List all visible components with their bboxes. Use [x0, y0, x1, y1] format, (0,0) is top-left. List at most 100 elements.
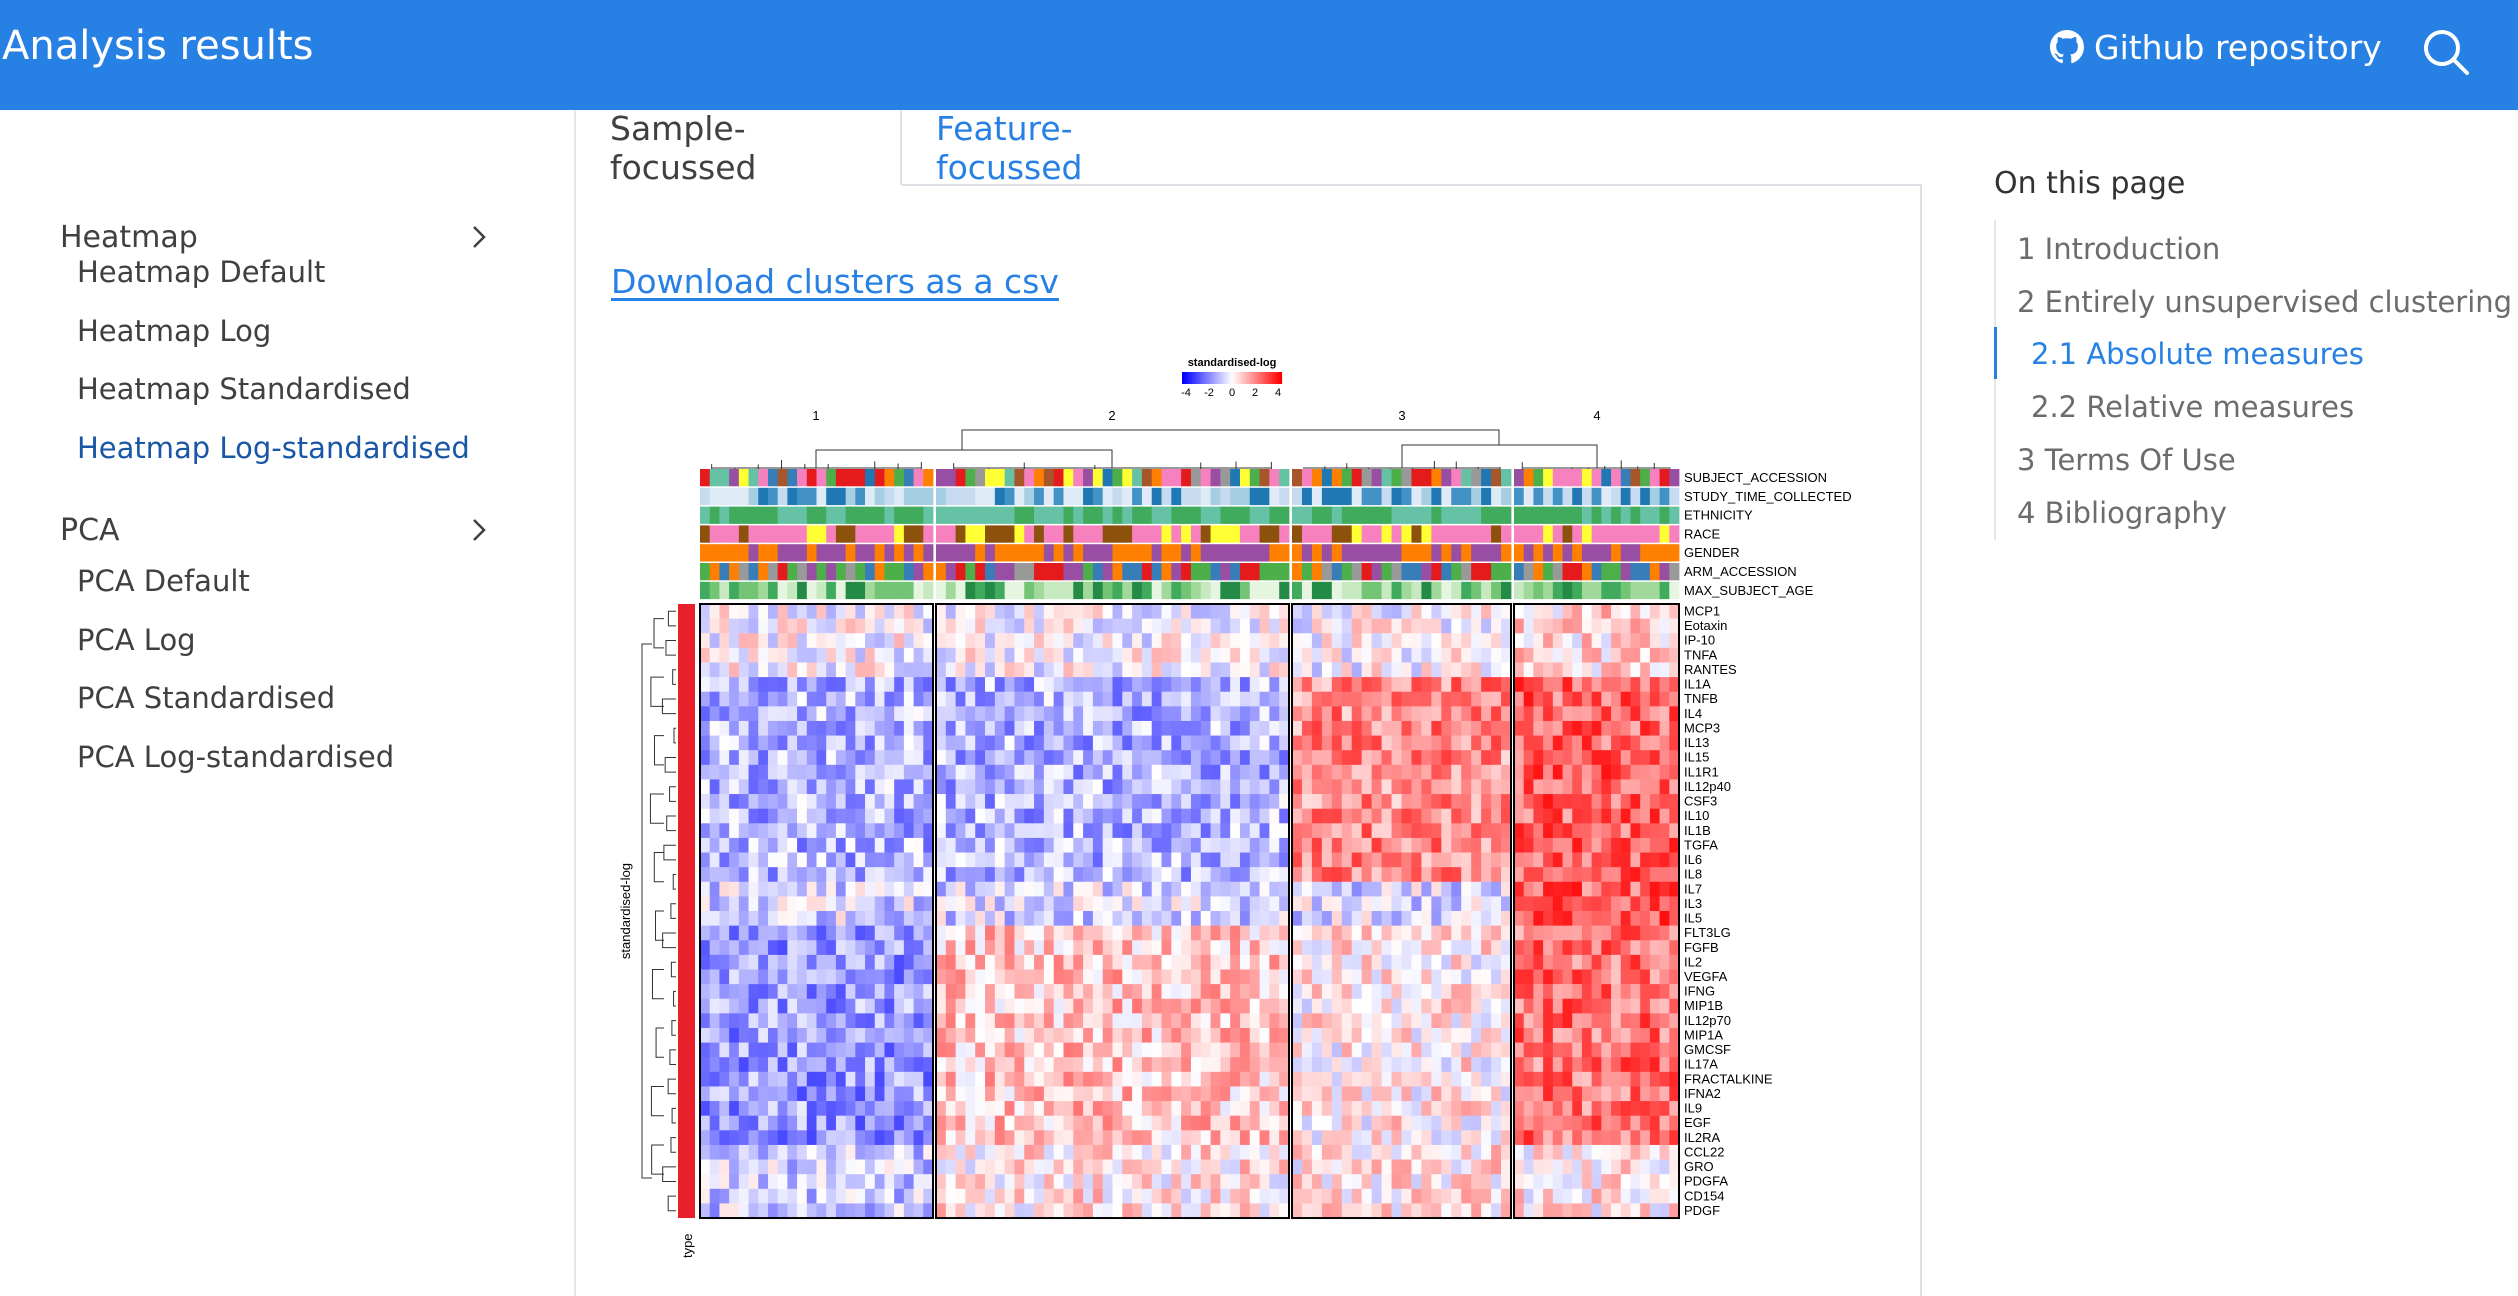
annotation-cell [1014, 469, 1025, 487]
heatmap-cell [835, 779, 847, 795]
heatmap-cell [1461, 764, 1472, 780]
heatmap-cell [1572, 911, 1583, 926]
heatmap-cell [1669, 808, 1680, 824]
heatmap-cell [1063, 662, 1074, 678]
heatmap-cell [738, 1203, 749, 1219]
sidebar-item-pca-default[interactable]: PCA Default [77, 564, 250, 598]
heatmap-cell [1063, 1130, 1074, 1146]
heatmap-cell [894, 750, 905, 766]
sidebar-section-heatmap[interactable]: Heatmap [60, 212, 490, 262]
heatmap-cell [1024, 633, 1035, 649]
heatmap-cell [1361, 720, 1373, 736]
tab-sample-focussed[interactable]: Sample-focussed [576, 109, 902, 187]
heatmap-cell [1431, 633, 1442, 649]
heatmap-cell [1649, 1159, 1660, 1175]
heatmap-cell [1239, 925, 1251, 941]
heatmap-cell [1043, 1027, 1055, 1043]
heatmap-cell [1200, 1042, 1211, 1058]
heatmap-cell [1161, 867, 1172, 883]
heatmap-cell [738, 604, 749, 619]
heatmap-cell [1411, 984, 1422, 1000]
heatmap-cell [845, 1071, 856, 1087]
heatmap-cell [874, 1071, 885, 1087]
heatmap-cell [1441, 677, 1452, 693]
heatmap-cell [1371, 1130, 1382, 1146]
heatmap-cell [855, 1101, 866, 1116]
heatmap-cell [1301, 764, 1313, 780]
heatmap-cell [1014, 1101, 1025, 1116]
heatmap-cell [1630, 1130, 1641, 1146]
heatmap-cell [945, 750, 957, 766]
heatmap-cell [1321, 1115, 1333, 1131]
heatmap-cell [719, 881, 730, 897]
heatmap-cell [894, 633, 905, 649]
annotation-cell [709, 581, 720, 600]
heatmap-cell [1601, 735, 1612, 751]
annotation-cell [835, 544, 847, 562]
heatmap-cell [1649, 1042, 1660, 1058]
heatmap-cell [1451, 677, 1462, 693]
heatmap-cell [738, 1071, 749, 1087]
heatmap-cell [1533, 1071, 1544, 1087]
heatmap-cell [1122, 1042, 1133, 1058]
heatmap-cell [767, 764, 779, 780]
heatmap-cell [1431, 1013, 1442, 1029]
heatmap-cell [1441, 662, 1452, 678]
sidebar-item-heatmap-standardised[interactable]: Heatmap Standardised [77, 372, 411, 406]
annotation-cell [767, 544, 779, 562]
heatmap-cell [1279, 720, 1290, 736]
annotation-cell [1552, 506, 1563, 524]
heatmap-cell [1249, 954, 1260, 970]
annotation-cell [884, 506, 895, 524]
heatmap-cell [1132, 1174, 1143, 1190]
heatmap-cell [835, 984, 847, 1000]
heatmap-cell [1279, 837, 1290, 853]
annotation-cell [1361, 487, 1373, 506]
sidebar-item-heatmap-log[interactable]: Heatmap Log [77, 314, 272, 348]
heatmap-cell [1210, 1144, 1221, 1160]
heatmap-cell [913, 1130, 924, 1146]
heatmap-cell [1581, 1027, 1593, 1043]
annotation-cell [1611, 563, 1622, 581]
heatmap-cell [758, 618, 769, 634]
legend-swatch [1207, 372, 1210, 384]
heatmap-cell [1591, 1027, 1602, 1043]
search-button[interactable] [2418, 24, 2474, 80]
heatmap-cell [955, 779, 966, 795]
annotation-cell [1024, 581, 1035, 600]
annotation-cell [1461, 487, 1472, 506]
annotation-cell [767, 469, 779, 487]
app-title[interactable]: Analysis results [2, 23, 314, 69]
sidebar-item-heatmap-default[interactable]: Heatmap Default [77, 255, 326, 289]
heatmap-cell [1640, 1130, 1651, 1146]
heatmap-cell [700, 1071, 711, 1087]
heatmap-cell [1063, 1101, 1074, 1116]
annotation-cell [994, 487, 1006, 506]
heatmap-cell [806, 706, 817, 722]
heatmap-cell [913, 1188, 924, 1204]
heatmap-cell [1200, 691, 1211, 707]
heatmap-cell [1451, 1174, 1462, 1190]
tab-feature-focussed[interactable]: Feature-focussed [936, 108, 1083, 187]
sidebar-section-pca[interactable]: PCA [60, 505, 490, 555]
sidebar-item-pca-log[interactable]: PCA Log [77, 623, 196, 657]
annotation-cell [1351, 525, 1363, 543]
heatmap-cell [1630, 808, 1641, 824]
sidebar-item-pca-standardised[interactable]: PCA Standardised [77, 681, 336, 715]
heatmap-cell [1141, 896, 1153, 912]
heatmap-cell [1083, 618, 1094, 634]
heatmap-cell [874, 808, 885, 824]
annotation-cell [1083, 506, 1094, 524]
heatmap-cell [1543, 808, 1554, 824]
sidebar-item-heatmap-log-standardised[interactable]: Heatmap Log-standardised [77, 431, 470, 465]
heatmap-cell [700, 1115, 711, 1131]
heatmap-cell [1533, 779, 1544, 795]
heatmap-cell [1102, 852, 1113, 868]
annotation-cell [975, 487, 986, 506]
github-repository-link[interactable]: Github repository [2050, 22, 2382, 72]
heatmap-cell [874, 940, 885, 956]
download-clusters-link[interactable]: Download clusters as a csv [611, 262, 1059, 301]
heatmap-cell [1562, 1159, 1573, 1175]
sidebar-item-pca-log-standardised[interactable]: PCA Log-standardised [77, 740, 395, 774]
heatmap-cell [700, 677, 711, 693]
